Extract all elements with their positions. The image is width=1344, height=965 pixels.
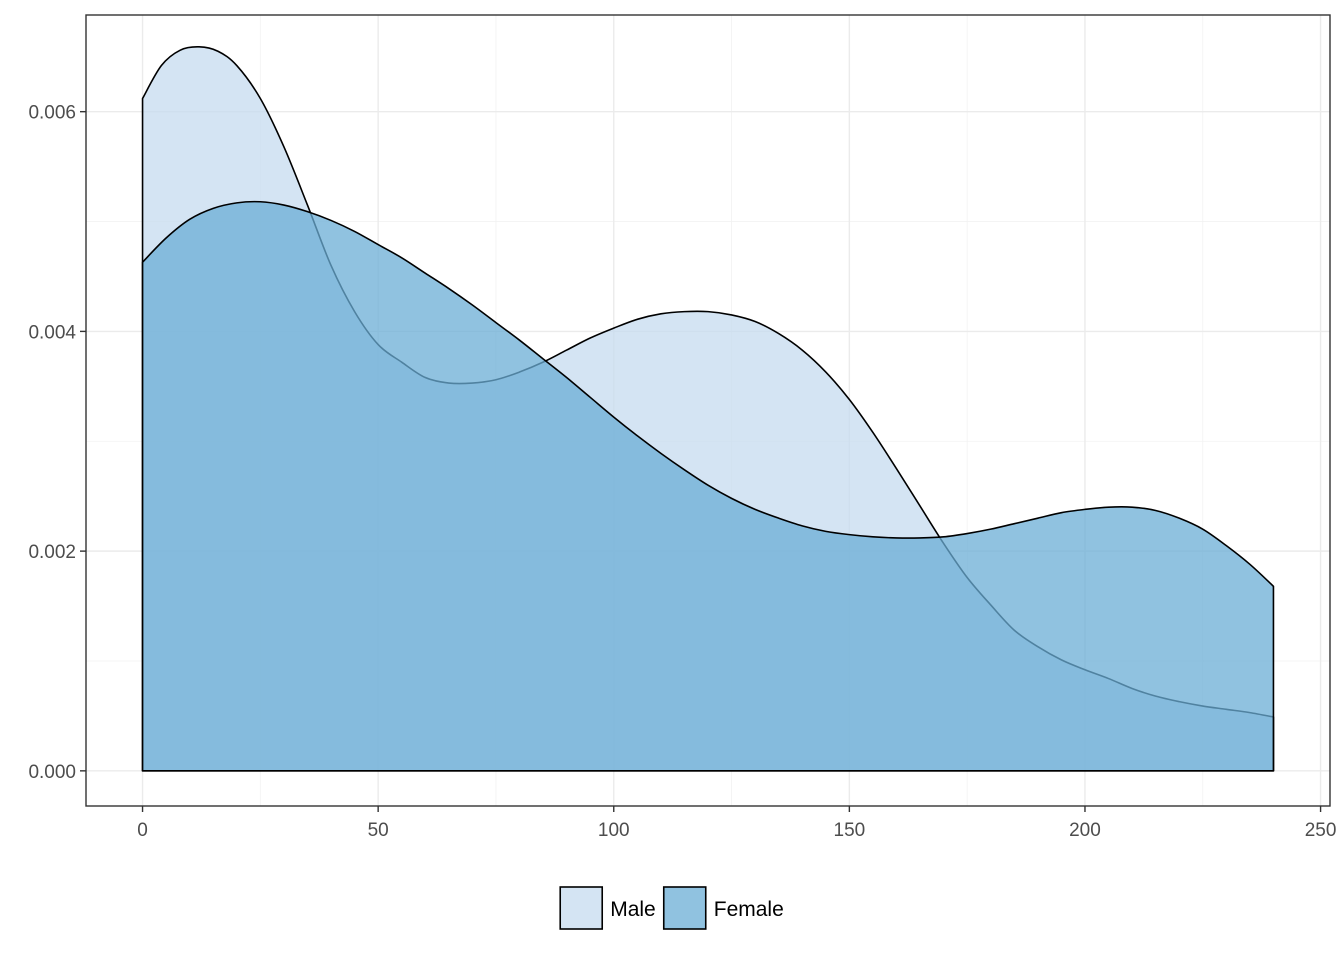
x-tick-label: 50 bbox=[368, 820, 389, 841]
legend-label-male: Male bbox=[610, 898, 656, 921]
x-axis: 0 50 100 150 200 250 bbox=[137, 806, 1336, 841]
y-tick-label: 0.000 bbox=[28, 762, 76, 783]
panel-border bbox=[85, 14, 1331, 807]
y-tick-label: 0.002 bbox=[28, 542, 76, 563]
y-tick-label: 0.004 bbox=[28, 322, 76, 343]
y-axis: 0.000 0.002 0.004 0.006 bbox=[28, 103, 86, 783]
x-tick-label: 150 bbox=[834, 820, 866, 841]
density-area-female bbox=[141, 200, 1275, 772]
legend-key-male bbox=[559, 886, 604, 930]
legend-label-female: Female bbox=[714, 898, 784, 921]
legend: Male Female bbox=[559, 886, 784, 930]
x-tick-label: 0 bbox=[137, 820, 148, 841]
legend-key-female bbox=[662, 886, 707, 930]
x-tick-label: 100 bbox=[598, 820, 630, 841]
density-areas bbox=[141, 46, 1275, 772]
x-tick-label: 250 bbox=[1305, 820, 1337, 841]
y-tick-label: 0.006 bbox=[28, 103, 76, 124]
plot-panel bbox=[85, 14, 1331, 807]
x-tick-label: 200 bbox=[1069, 820, 1101, 841]
